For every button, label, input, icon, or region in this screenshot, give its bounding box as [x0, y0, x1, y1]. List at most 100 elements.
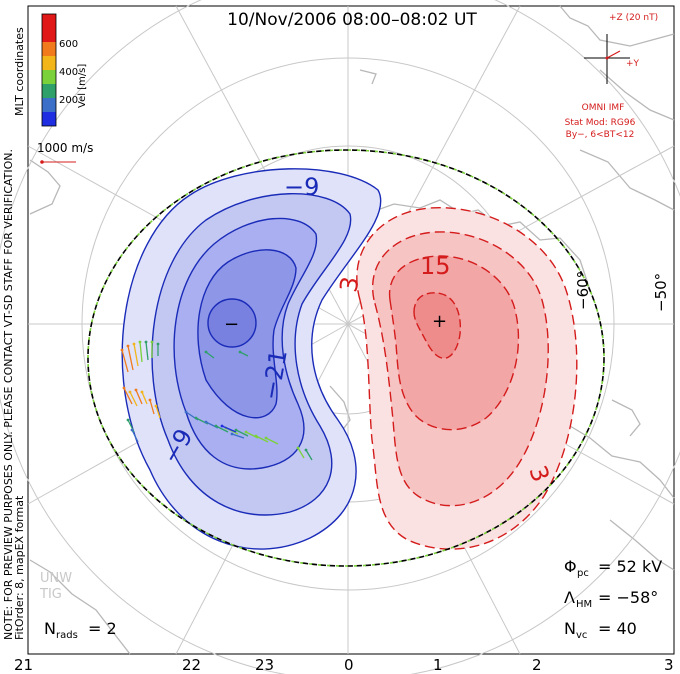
velocity-vector-origin: [132, 342, 136, 346]
velocity-vector: [127, 345, 134, 371]
imf-omni-label: OMNI IMF: [582, 103, 625, 113]
velocity-vector: [235, 429, 249, 437]
colorbar-swatch-1: [42, 14, 56, 28]
velocity-vector-origin: [254, 434, 258, 438]
velocity-vector-origin: [184, 410, 188, 414]
velocity-vector-origin: [204, 420, 208, 424]
velocity-vector: [221, 425, 237, 433]
colorbar-swatch-4: [42, 56, 56, 70]
contour-label-neg-9-top: −9: [284, 173, 319, 201]
phi-pc-subscript: pc: [577, 568, 589, 579]
contour-label-pos-3-left: 3: [334, 274, 364, 294]
velocity-vector-origin: [150, 340, 154, 344]
mlt-label-3: 3: [664, 656, 674, 674]
fit-order-note: FitOrder: 8, mapEX format: [13, 495, 26, 640]
velocity-vector-origin: [304, 448, 308, 452]
n-vc-value: = 40: [598, 619, 637, 638]
velocity-vector-origin: [126, 418, 130, 422]
velocity-vector-origin: [122, 386, 126, 390]
velocity-vector: [255, 435, 269, 443]
mlt-axis: 21 22 23 0 1 2 3: [14, 656, 674, 674]
velocity-vector: [215, 425, 229, 433]
phi-pc-symbol: Φ: [564, 557, 577, 576]
velocity-vector-origin: [148, 398, 152, 402]
map-title: 10/Nov/2006 08:00–08:02 UT: [227, 10, 477, 30]
lambda-hm-symbol: Λ: [564, 588, 575, 607]
mlt-label-0: 0: [344, 656, 354, 674]
mlt-label-22: 22: [182, 656, 201, 674]
velocity-vector-origin: [138, 340, 142, 344]
n-rads-symbol: N: [44, 619, 56, 638]
colorbar-label: Vel [m/s]: [77, 64, 88, 108]
colorbar-swatch-8: [42, 112, 56, 126]
watermark-line-1: UNW: [40, 571, 72, 586]
velocity-vector-origin: [234, 428, 238, 432]
phi-pc-stat: Φ pc = 52 kV: [564, 557, 662, 579]
velocity-vector-origin: [130, 428, 134, 432]
lambda-hm-value: = −58°: [598, 588, 658, 607]
velocity-vector-origin: [134, 388, 138, 392]
lambda-hm-subscript: HM: [576, 599, 592, 610]
velocity-vector-origin: [244, 430, 248, 434]
negative-potential-cell: [121, 168, 382, 550]
velocity-vector: [133, 343, 139, 367]
velocity-vector: [123, 387, 133, 405]
imf-stat-mod: Stat Mod: RG96: [565, 118, 636, 128]
velocity-vector: [155, 405, 161, 419]
preview-note: NOTE: FOR PREVIEW PURPOSES ONLY. PLEASE …: [2, 149, 15, 640]
velocity-vector: [239, 351, 249, 357]
colorbar-swatch-7: [42, 98, 56, 112]
lat-label-50: −50°: [652, 273, 670, 312]
colorbar-swatch-2: [42, 28, 56, 42]
mlt-label-21: 21: [14, 656, 33, 674]
contour-label-pos-15: 15: [420, 252, 451, 280]
colorbar-tick-600: 600: [59, 39, 78, 50]
scale-vector-origin: [40, 160, 44, 164]
velocity-vector-origin: [156, 342, 160, 346]
velocity-vector-origin: [204, 350, 208, 354]
velocity-vector: [145, 341, 149, 361]
colorbar-swatch-5: [42, 70, 56, 84]
colorbar-tick-200: 200: [59, 95, 78, 106]
velocity-vector-origin: [220, 424, 224, 428]
colorbar-tick-400: 400: [59, 67, 78, 78]
lat-label-60: −60°: [574, 271, 592, 310]
velocity-vector: [131, 429, 139, 443]
velocity-vector: [121, 349, 129, 373]
potential-minimum-marker: −: [224, 314, 239, 335]
velocity-vector: [139, 341, 143, 363]
velocity-vector: [305, 449, 313, 461]
velocity-vector-origin: [140, 390, 144, 394]
velocity-vector-origin: [214, 424, 218, 428]
velocity-vector: [149, 399, 155, 415]
n-vc-stat: N vc = 40: [564, 619, 637, 641]
potential-maximum-marker: +: [432, 311, 447, 332]
imf-by-bt: By−, 6<BT<12: [566, 130, 635, 140]
watermark-line-2: TIG: [39, 587, 62, 602]
mlt-label-2: 2: [532, 656, 542, 674]
imf-clock: +Z (20 nT) +Y OMNI IMF Stat Mod: RG96 By…: [565, 13, 658, 140]
mlt-label-23: 23: [255, 656, 274, 674]
velocity-vector-origin: [238, 350, 242, 354]
n-rads-value: = 2: [88, 619, 117, 638]
n-vc-subscript: vc: [576, 630, 587, 641]
velocity-colorbar: 600 400 200 Vel [m/s]: [41, 13, 88, 127]
velocity-vector-origin: [128, 390, 132, 394]
velocity-vector: [297, 447, 305, 459]
velocity-vector-origin: [264, 436, 268, 440]
imf-z-label: +Z (20 nT): [609, 13, 658, 23]
colorbar-swatch-6: [42, 84, 56, 98]
velocity-vector: [231, 433, 245, 439]
coordinates-label: MLT coordinates: [13, 27, 26, 116]
n-rads-subscript: rads: [56, 630, 78, 641]
heppner-maynard-boundary: [87, 149, 605, 567]
velocity-vector-origin: [154, 404, 158, 408]
n-vc-symbol: N: [564, 619, 576, 638]
velocity-vector: [265, 437, 279, 445]
velocity-vector-origin: [230, 432, 234, 436]
phi-pc-value: = 52 kV: [598, 557, 662, 576]
velocity-vector: [141, 391, 148, 405]
velocity-vector: [135, 389, 143, 405]
coastlines: [29, 5, 675, 655]
